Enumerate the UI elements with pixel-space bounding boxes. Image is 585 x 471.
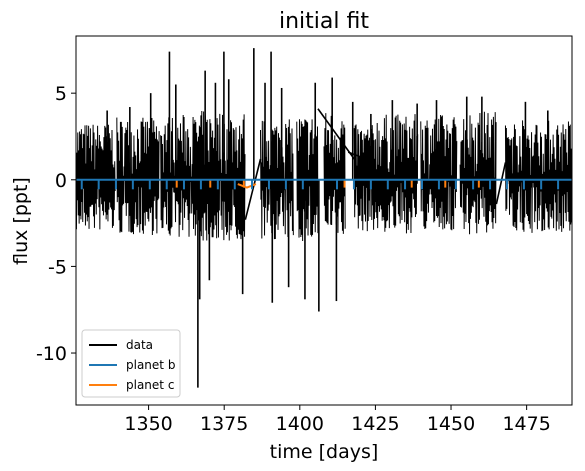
data-segment xyxy=(199,110,246,241)
x-tick-label: 1400 xyxy=(276,413,324,435)
legend-box xyxy=(81,329,181,398)
data-gap-line xyxy=(317,108,355,160)
data-segment xyxy=(374,114,419,234)
y-axis-label: flux [ppt] xyxy=(10,177,32,265)
plot-frame xyxy=(75,35,573,406)
plot-area xyxy=(76,48,572,388)
y-tick-label: 5 xyxy=(55,83,67,105)
x-tick-label: 1375 xyxy=(200,413,248,435)
y-tick-label: -10 xyxy=(36,343,67,365)
legend-data-label: data xyxy=(126,338,153,352)
data-segment xyxy=(160,114,201,237)
y-axis: 5 0 -5 -10 xyxy=(36,83,76,365)
data-segment xyxy=(353,124,376,232)
x-tick-label: 1450 xyxy=(427,413,475,435)
legend: data planet b planet c xyxy=(81,329,181,398)
data-segment xyxy=(504,120,572,233)
data-segment xyxy=(296,119,319,242)
x-tick-label: 1475 xyxy=(502,413,550,435)
x-tick-label: 1425 xyxy=(351,413,399,435)
chart-title-group: initial fit xyxy=(279,9,369,34)
data-segment xyxy=(323,113,346,234)
x-tick-label: 1350 xyxy=(124,413,172,435)
x-axis-label: time [days] xyxy=(270,441,379,463)
legend-planet-b-label: planet b xyxy=(126,358,175,372)
data-segment xyxy=(420,115,458,231)
data-gap-line xyxy=(495,162,507,205)
chart-title: initial fit xyxy=(279,9,369,34)
x-axis: 1350 1375 1400 1425 1450 1475 xyxy=(124,405,551,435)
y-tick-label: -5 xyxy=(48,256,67,278)
legend-planet-c-label: planet c xyxy=(126,378,174,392)
y-tick-label: 0 xyxy=(55,170,67,192)
